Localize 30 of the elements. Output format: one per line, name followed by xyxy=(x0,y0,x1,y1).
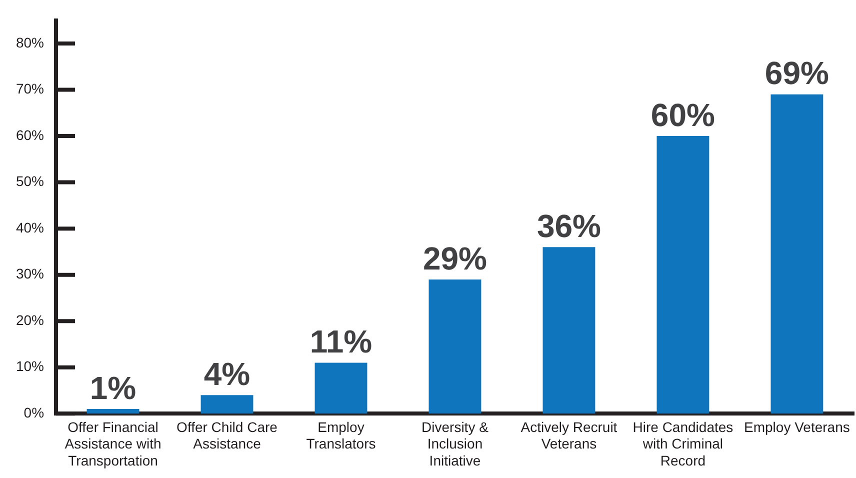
bar xyxy=(200,395,254,414)
y-tick-label: 70% xyxy=(16,80,44,97)
bar xyxy=(314,362,368,414)
data-label: 60% xyxy=(650,96,715,133)
y-tick-label: 60% xyxy=(16,126,44,143)
bar xyxy=(542,247,596,414)
y-tick-label: 30% xyxy=(16,266,44,282)
x-tick-label: Hire Candidates with Criminal Record xyxy=(632,418,734,468)
x-tick-label: Offer Child Care Assistance xyxy=(176,418,278,452)
y-tick-label: 20% xyxy=(16,312,44,328)
y-tick-label: 40% xyxy=(16,219,44,236)
x-tick-label: Diversity & Inclusion Initiative xyxy=(422,418,490,468)
data-label: 69% xyxy=(764,55,829,92)
x-tick-label: Employ Veterans xyxy=(744,418,850,435)
bar xyxy=(428,279,482,414)
bar xyxy=(656,136,710,414)
y-tick-label: 0% xyxy=(24,404,44,420)
y-tick-label: 50% xyxy=(16,173,44,190)
bar xyxy=(770,94,824,414)
x-tick-label: Actively Recruit Veterans xyxy=(520,418,618,452)
data-label: 11% xyxy=(310,324,372,360)
data-label: 1% xyxy=(90,370,136,406)
data-label: 36% xyxy=(536,208,601,244)
x-tick-label: Offer Financial Assistance with Transportation xyxy=(64,418,162,468)
data-label: 4% xyxy=(204,356,250,392)
bar xyxy=(86,408,140,414)
y-tick-label: 10% xyxy=(16,358,44,374)
y-tick-label: 80% xyxy=(16,34,44,50)
x-tick-label: Employ Translators xyxy=(306,418,376,452)
data-label: 29% xyxy=(422,240,487,276)
